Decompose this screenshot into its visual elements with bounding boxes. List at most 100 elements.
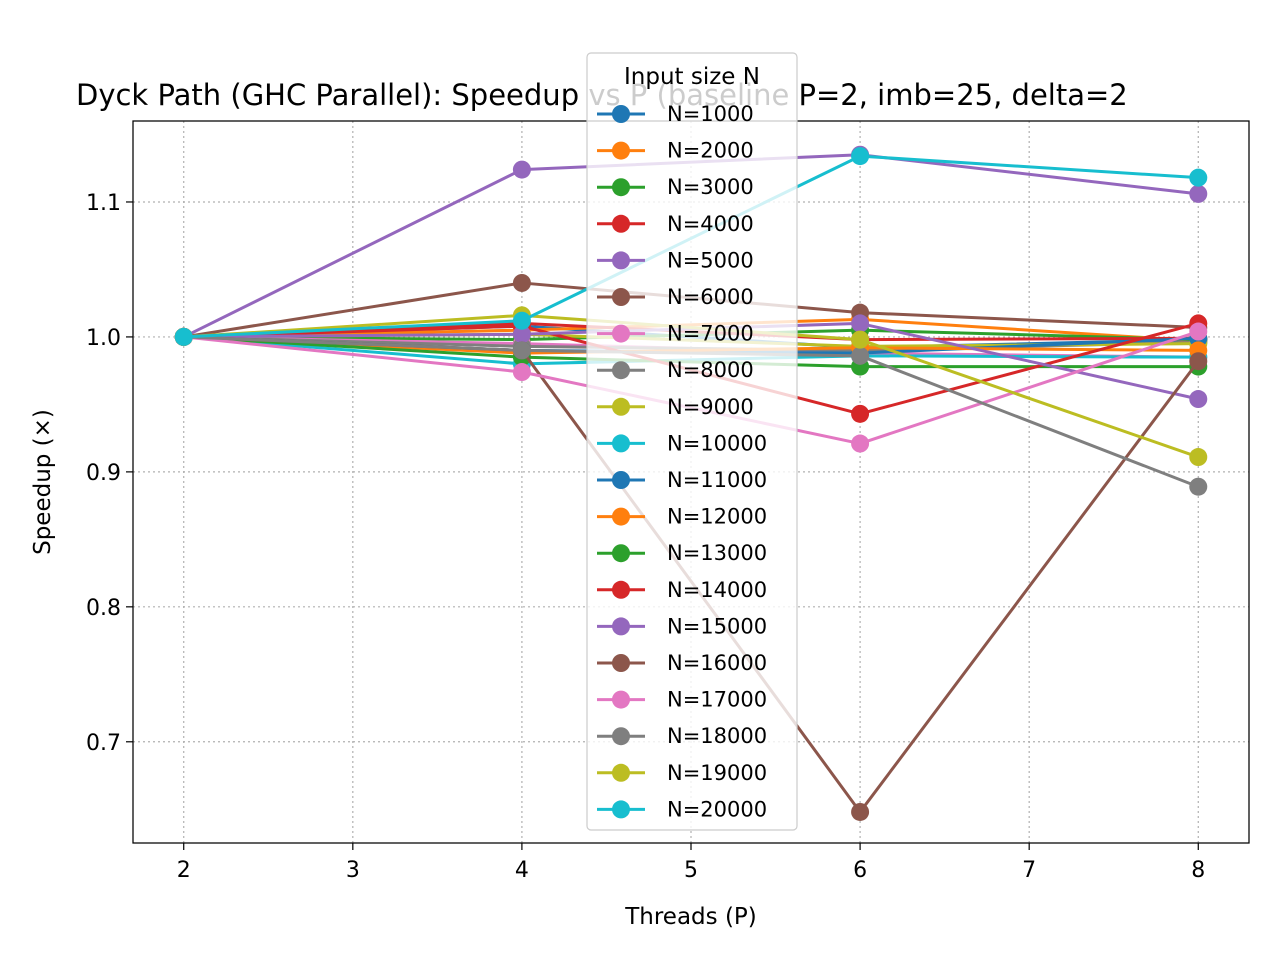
data-point bbox=[1189, 184, 1208, 203]
legend-label: N=2000 bbox=[667, 139, 754, 163]
data-point bbox=[851, 314, 870, 333]
legend-label: N=7000 bbox=[667, 322, 754, 346]
data-point bbox=[851, 346, 870, 365]
legend-item: N=2000 bbox=[597, 139, 754, 163]
legend-swatch-marker bbox=[612, 141, 630, 160]
x-tick-label: 6 bbox=[853, 858, 867, 883]
legend-swatch-marker bbox=[612, 507, 630, 526]
legend-label: N=19000 bbox=[667, 761, 767, 785]
data-point bbox=[1189, 352, 1208, 371]
legend-label: N=16000 bbox=[667, 651, 767, 675]
legend-item: N=6000 bbox=[597, 285, 754, 309]
legend-item: N=1000 bbox=[597, 102, 754, 126]
legend-swatch-marker bbox=[612, 544, 630, 563]
data-point bbox=[512, 325, 531, 344]
legend-box bbox=[586, 52, 798, 831]
legend-label: N=6000 bbox=[667, 285, 754, 309]
legend-item: N=7000 bbox=[597, 322, 754, 346]
legend-item: N=18000 bbox=[597, 724, 767, 748]
data-point bbox=[512, 363, 531, 382]
legend-item: N=13000 bbox=[597, 541, 767, 565]
y-tick-label: 0.9 bbox=[86, 461, 121, 486]
legend-label: N=18000 bbox=[667, 724, 767, 748]
legend-swatch-marker bbox=[612, 178, 630, 197]
y-tick-label: 0.7 bbox=[86, 731, 121, 756]
x-tick-label: 8 bbox=[1191, 858, 1205, 883]
legend-item: N=15000 bbox=[597, 614, 767, 638]
legend-swatch-marker bbox=[612, 324, 630, 343]
y-tick-label: 1.1 bbox=[86, 191, 121, 216]
legend-swatch-marker bbox=[612, 397, 630, 416]
legend-swatch-marker bbox=[612, 690, 630, 709]
tick-layer: 2 3 4 5 6 7 8 0.7 0.8 0.9 1.0 1.1 bbox=[86, 191, 1205, 883]
legend: Input size N N=1000 N=2000 N=3000 N=4000 N=5… bbox=[586, 52, 798, 831]
data-point bbox=[851, 147, 870, 166]
legend-label: N=3000 bbox=[667, 175, 754, 199]
legend-swatch-marker bbox=[612, 580, 630, 599]
legend-items: N=1000 N=2000 N=3000 N=4000 N=5000 N=6000 N=70… bbox=[597, 102, 767, 821]
data-point bbox=[512, 160, 531, 179]
data-point bbox=[1189, 390, 1208, 409]
legend-label: N=11000 bbox=[667, 468, 767, 492]
x-axis-label: Threads (P) bbox=[624, 904, 757, 930]
legend-swatch-marker bbox=[612, 434, 630, 453]
data-point bbox=[1189, 168, 1208, 187]
y-tick-label: 1.0 bbox=[86, 326, 121, 351]
legend-swatch-marker bbox=[612, 288, 630, 306]
legend-item: N=11000 bbox=[597, 468, 767, 492]
data-point bbox=[851, 434, 870, 453]
data-point bbox=[1189, 477, 1208, 496]
x-tick-label: 3 bbox=[346, 858, 360, 883]
data-point bbox=[851, 404, 870, 423]
legend-label: N=13000 bbox=[667, 541, 767, 565]
legend-item: N=3000 bbox=[597, 175, 754, 199]
legend-label: N=10000 bbox=[667, 431, 767, 455]
legend-item: N=9000 bbox=[597, 395, 754, 419]
legend-item: N=5000 bbox=[597, 248, 754, 272]
legend-label: N=12000 bbox=[667, 505, 767, 529]
y-axis-label: Speedup (×) bbox=[30, 409, 56, 555]
data-point bbox=[851, 330, 870, 349]
legend-label: N=8000 bbox=[667, 358, 754, 382]
legend-item: N=8000 bbox=[597, 358, 754, 382]
x-tick-label: 5 bbox=[684, 858, 698, 883]
legend-swatch-marker bbox=[612, 654, 630, 672]
data-point bbox=[851, 802, 870, 821]
x-tick-label: 7 bbox=[1022, 858, 1036, 883]
legend-item: N=16000 bbox=[597, 651, 767, 675]
data-point bbox=[1189, 322, 1208, 341]
legend-label: N=1000 bbox=[667, 102, 754, 126]
legend-swatch-marker bbox=[612, 471, 630, 489]
x-tick-label: 2 bbox=[177, 858, 191, 883]
legend-swatch-marker bbox=[612, 617, 630, 636]
legend-swatch-marker bbox=[612, 800, 630, 819]
legend-label: N=5000 bbox=[667, 248, 754, 272]
legend-label: N=17000 bbox=[667, 688, 767, 712]
legend-item: N=10000 bbox=[597, 431, 767, 455]
legend-item: N=17000 bbox=[597, 688, 767, 712]
legend-title: Input size N bbox=[624, 64, 760, 90]
data-point bbox=[512, 311, 531, 330]
legend-swatch-marker bbox=[612, 105, 630, 123]
data-point bbox=[1189, 448, 1208, 467]
legend-item: N=19000 bbox=[597, 761, 767, 785]
y-tick-label: 0.8 bbox=[86, 596, 121, 621]
legend-swatch-marker bbox=[612, 727, 630, 746]
data-point bbox=[512, 273, 531, 292]
legend-label: N=4000 bbox=[667, 212, 754, 236]
legend-swatch-marker bbox=[612, 361, 630, 380]
legend-label: N=14000 bbox=[667, 578, 767, 602]
legend-label: N=15000 bbox=[667, 614, 767, 638]
data-point bbox=[174, 327, 193, 346]
legend-swatch-marker bbox=[612, 763, 630, 782]
legend-item: N=4000 bbox=[597, 212, 754, 236]
x-tick-label: 4 bbox=[515, 858, 529, 883]
legend-item: N=20000 bbox=[597, 797, 767, 821]
legend-swatch-marker bbox=[612, 251, 630, 270]
legend-swatch-marker bbox=[612, 214, 630, 233]
legend-label: N=20000 bbox=[667, 797, 767, 821]
legend-item: N=12000 bbox=[597, 505, 767, 529]
data-point bbox=[512, 341, 531, 360]
legend-item: N=14000 bbox=[597, 578, 767, 602]
